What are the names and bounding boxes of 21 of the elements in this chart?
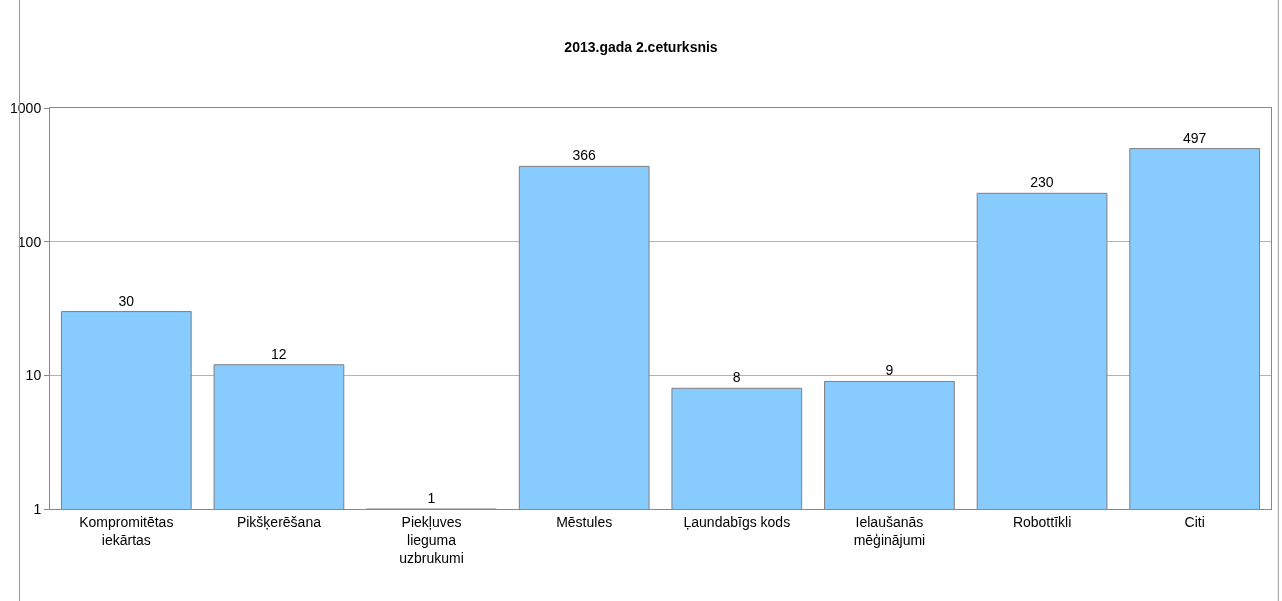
data-label: 30 <box>118 292 135 309</box>
x-tick-label: Citi <box>1184 513 1205 530</box>
data-label: 366 <box>572 147 596 164</box>
data-label: 8 <box>732 369 741 386</box>
y-tick-label: 10 <box>25 367 42 384</box>
data-label: 12 <box>271 345 287 362</box>
y-tick-label: 1 <box>33 500 42 517</box>
chart-title: 2013.gada 2.ceturksnis <box>564 38 718 55</box>
x-tick-label: Ļaundabīgs kods <box>683 513 791 530</box>
x-tick-label: Ielaušanās mēģinājumi <box>853 513 926 548</box>
data-label: 497 <box>1182 129 1207 146</box>
data-label: 1 <box>427 490 436 506</box>
data-label: 230 <box>1030 174 1054 191</box>
y-tick-label: 100 <box>17 233 42 250</box>
data-label: 9 <box>885 362 894 379</box>
x-tick-label: Mēstules <box>556 513 613 530</box>
x-tick-label: Pikšķerēšana <box>236 513 322 530</box>
y-tick-label: 1000 <box>10 99 42 116</box>
x-tick-label: Kompromitētas iekārtas <box>79 513 174 548</box>
x-tick-label: Piekļuves lieguma uzbrukumi <box>399 513 464 567</box>
x-tick-label: Robottīkli <box>1012 513 1072 530</box>
